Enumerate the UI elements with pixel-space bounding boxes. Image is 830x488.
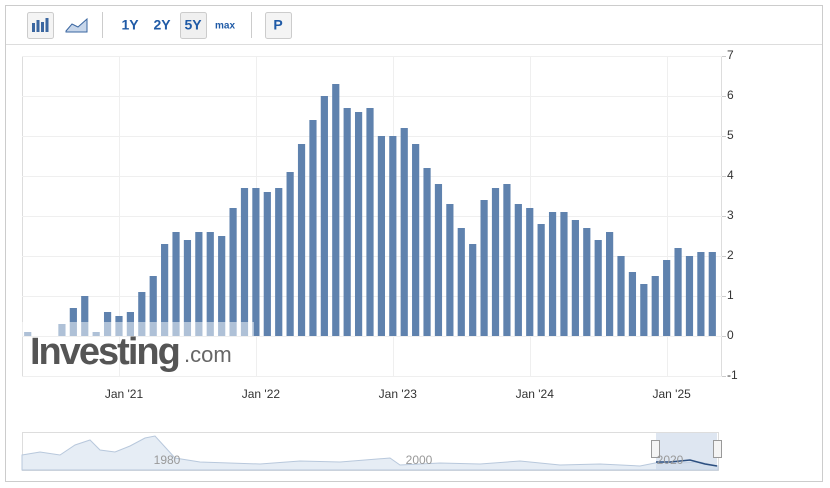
bar xyxy=(263,192,271,336)
bar xyxy=(354,112,363,336)
bar xyxy=(172,232,180,336)
y-tick-label: 5 xyxy=(727,128,734,142)
bar xyxy=(697,252,705,336)
bar xyxy=(708,252,716,336)
navigator-label: 2020 xyxy=(657,453,684,467)
bar xyxy=(674,248,682,336)
bar xyxy=(195,232,203,336)
bar xyxy=(685,256,694,336)
bars xyxy=(24,84,716,336)
bar xyxy=(183,240,192,336)
bar xyxy=(606,232,614,336)
bar xyxy=(446,204,454,336)
bar xyxy=(617,256,625,336)
bar xyxy=(389,136,397,336)
range-button[interactable]: 2Y xyxy=(153,17,171,33)
bar xyxy=(332,84,340,336)
bar xyxy=(400,128,408,336)
y-tick-label: -1 xyxy=(727,368,738,382)
y-tick-label: 6 xyxy=(727,88,734,102)
bar xyxy=(240,188,249,336)
navigator-label: 2000 xyxy=(406,453,433,467)
bar xyxy=(583,228,591,336)
bar xyxy=(548,212,557,336)
x-tick-label: Jan '21 xyxy=(105,387,144,401)
bar-chart-button[interactable] xyxy=(27,12,54,39)
bar xyxy=(537,224,545,336)
navigator-handle[interactable] xyxy=(713,440,722,458)
y-tick-label: 4 xyxy=(727,168,734,182)
x-tick-label: Jan '22 xyxy=(242,387,281,401)
range-button[interactable]: max xyxy=(215,21,235,32)
bar xyxy=(503,184,511,336)
bar xyxy=(252,188,260,336)
bar xyxy=(366,108,374,336)
range-button[interactable]: 5Y xyxy=(184,17,202,33)
watermark-suffix: .com xyxy=(184,342,232,367)
navigator-label: 1980 xyxy=(154,453,181,467)
watermark-backdrop xyxy=(22,322,254,336)
bar xyxy=(469,244,477,336)
bar xyxy=(218,236,226,336)
y-tick-label: 1 xyxy=(727,288,734,302)
bar xyxy=(594,240,602,336)
bar xyxy=(275,188,283,336)
line-chart-button[interactable] xyxy=(65,17,88,33)
y-tick-label: 2 xyxy=(727,248,734,262)
labels: -1 0 1 2 3 4 5 6 7 Jan '21 Jan '22 Jan '23 Jan '24 Ja… xyxy=(105,48,738,401)
x-tick-label: Jan '24 xyxy=(516,387,555,401)
navigator-handle[interactable] xyxy=(651,440,660,458)
y-tick-label: 3 xyxy=(727,208,734,222)
bar xyxy=(377,136,386,336)
bar xyxy=(480,200,488,336)
navigator-window-line xyxy=(656,459,718,467)
bar xyxy=(81,296,89,336)
bar xyxy=(571,220,579,336)
bar xyxy=(309,120,317,336)
x-tick-label: Jan '25 xyxy=(652,387,691,401)
bar xyxy=(560,212,568,336)
p-button[interactable]: P xyxy=(273,17,282,33)
bar xyxy=(526,208,534,336)
bar xyxy=(149,276,157,336)
bar xyxy=(628,272,637,336)
bar xyxy=(297,144,306,336)
bar xyxy=(457,228,465,336)
bar xyxy=(640,284,648,336)
bar xyxy=(206,232,214,336)
bar xyxy=(651,276,659,336)
bar xyxy=(423,168,431,336)
bar xyxy=(320,96,328,336)
bar xyxy=(229,208,237,336)
p-button-box xyxy=(265,12,292,39)
bar xyxy=(663,260,671,336)
y-tick-label: 0 xyxy=(727,328,734,342)
bar xyxy=(343,108,351,336)
range-button[interactable]: 1Y xyxy=(121,17,139,33)
bar xyxy=(434,184,443,336)
bar xyxy=(138,292,146,336)
bar xyxy=(286,172,294,336)
x-tick-label: Jan '23 xyxy=(379,387,418,401)
y-tick-label: 7 xyxy=(727,48,734,62)
bar xyxy=(514,204,522,336)
selected-range-box xyxy=(180,12,207,39)
bar xyxy=(412,144,420,336)
bar xyxy=(161,244,169,336)
bar xyxy=(491,188,500,336)
watermark-brand: Investing xyxy=(30,331,179,373)
